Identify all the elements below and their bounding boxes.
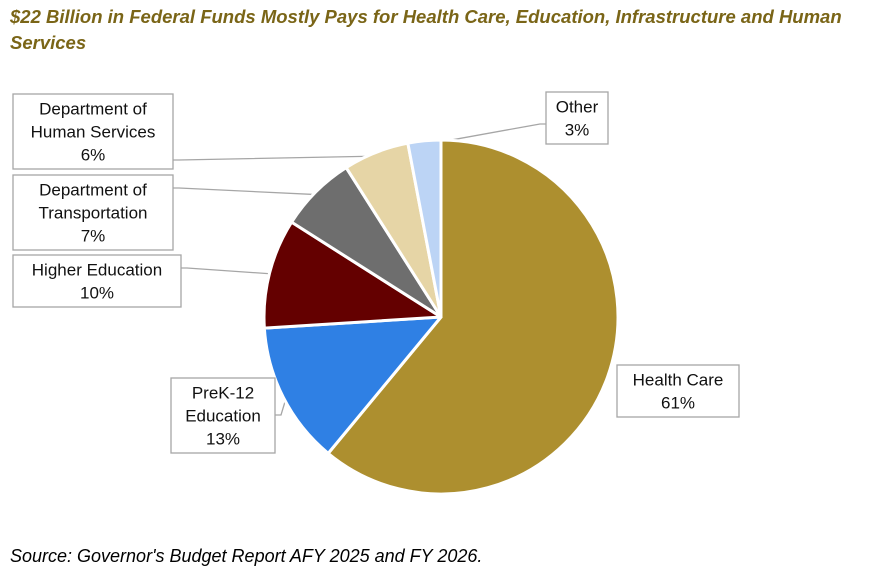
source-note: Source: Governor's Budget Report AFY 202… — [10, 546, 483, 566]
pie-slice-other — [406, 138, 443, 319]
pie-slice-higher-education — [262, 220, 443, 330]
slice-label-department-of-transportation: Transportation — [39, 204, 148, 223]
slice-label-department-of-human-services: Department of — [39, 100, 147, 119]
leader-line-department-of-human-services — [173, 155, 378, 161]
callout-box-department-of-transportation — [12, 174, 174, 251]
callout-box-health-care — [616, 364, 740, 418]
slice-label-other: Other — [556, 98, 599, 117]
leader-line-higher-education — [181, 267, 274, 275]
slice-percent-prek-12-education: 13% — [206, 430, 240, 449]
slice-label-department-of-human-services: Human Services — [31, 123, 156, 142]
slice-labels: Health Care 61% PreK-12 Education 13% Higher … — [12, 91, 740, 454]
slice-percent-health-care: 61% — [661, 394, 695, 413]
slice-label-prek-12-education: PreK-12 — [192, 384, 254, 403]
slice-label-health-care: Health Care — [633, 371, 724, 390]
pie-slice-prek-12-education — [262, 315, 443, 455]
slice-percent-department-of-human-services: 6% — [81, 146, 106, 165]
callout-box-prek-12-education — [170, 377, 276, 454]
slice-label-department-of-transportation: Department of — [39, 181, 147, 200]
slice-label-higher-education: Higher Education — [32, 261, 162, 280]
callout-box-department-of-human-services — [12, 93, 174, 170]
callout-box-higher-education — [12, 254, 182, 308]
pie-slices — [262, 138, 620, 496]
leader-line-other — [424, 123, 546, 146]
chart-title: $22 Billion in Federal Funds Mostly Pays… — [10, 6, 842, 53]
slice-percent-higher-education: 10% — [80, 284, 114, 303]
slice-percent-other: 3% — [565, 121, 590, 140]
slice-percent-department-of-transportation: 7% — [81, 227, 106, 246]
leader-line-department-of-transportation — [173, 187, 319, 196]
leader-lines — [173, 123, 546, 416]
pie-slice-health-care — [326, 138, 620, 496]
callout-box-other — [545, 91, 609, 145]
slice-label-prek-12-education: Education — [185, 407, 261, 426]
